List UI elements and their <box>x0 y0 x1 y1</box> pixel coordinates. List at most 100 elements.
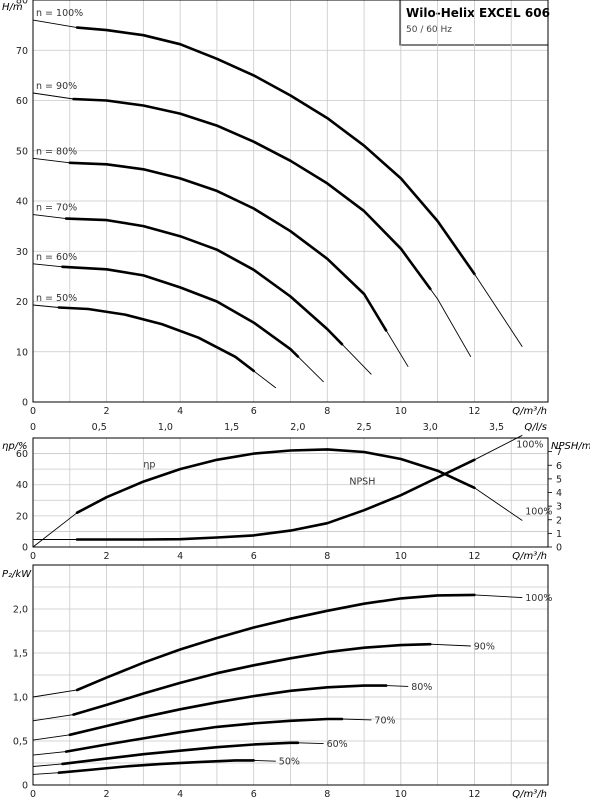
series-label: ηp <box>143 460 155 471</box>
panel-power: 0 0,5 1,0 1,5 2,0 0 2 4 6 8 10 12 P₂/kW Q/m³/h 100% 90%… <box>2 564 552 800</box>
series-line-operating <box>72 642 432 716</box>
secondary-x-tick-label: 3,0 <box>423 422 438 433</box>
series-line-thin <box>32 685 409 741</box>
series-line-operating <box>57 306 255 373</box>
series-1 <box>32 92 472 358</box>
secondary-x-tick-label: 2,0 <box>290 422 305 433</box>
y-axis-label: ηp/% <box>2 441 28 452</box>
series-2 <box>32 684 409 741</box>
series-2 <box>32 157 409 368</box>
y-tick-label: 10 <box>16 347 28 358</box>
y2-tick-label: 0 <box>556 543 562 554</box>
y-tick-label: 40 <box>16 197 28 208</box>
series-3 <box>32 717 372 756</box>
secondary-x-tick-label: 1,5 <box>224 422 239 433</box>
series-1 <box>33 434 523 541</box>
y2-tick-label: 1 <box>556 529 562 540</box>
y-tick-label: 0 <box>22 543 28 554</box>
series-line-operating <box>72 97 432 291</box>
series-line-thin <box>32 92 472 358</box>
plot-frame <box>32 0 549 403</box>
y2-tick-label: 6 <box>556 461 562 472</box>
x-tick-label: 2 <box>104 406 110 417</box>
series-line-thin <box>32 157 409 368</box>
series-line-operating <box>64 217 344 346</box>
x-axis-label: Q/m³/h <box>512 551 547 562</box>
x-tick-label: 6 <box>251 789 257 800</box>
series-0 <box>32 19 523 347</box>
x-tick-label: 6 <box>251 551 257 562</box>
series-label: n = 100% <box>36 8 83 19</box>
x-tick-label: 8 <box>324 406 330 417</box>
y-axis-label: P₂/kW <box>2 569 32 580</box>
y-tick-label: 20 <box>16 297 28 308</box>
y-tick-label: 60 <box>16 96 28 107</box>
series-line-operating <box>75 448 476 515</box>
series-line-thin <box>32 263 324 383</box>
series-0 <box>32 593 523 698</box>
series-3 <box>32 214 372 375</box>
secondary-x-tick-label: 3,5 <box>489 422 504 433</box>
x-tick-label: 12 <box>468 406 480 417</box>
y-tick-label: 40 <box>16 480 28 491</box>
x-axis-label: Q/m³/h <box>512 406 547 417</box>
series-label: NPSH <box>349 476 375 487</box>
y2-tick-label: 3 <box>556 502 562 513</box>
series-4 <box>32 741 324 767</box>
y-tick-label: 70 <box>16 46 28 57</box>
series-label: 60% <box>327 739 348 750</box>
secondary-x-tick-label: 0 <box>30 422 36 433</box>
y-tick-label: 1,5 <box>13 649 28 660</box>
y2-tick-label: 2 <box>556 515 562 526</box>
series-label: n = 70% <box>36 203 77 214</box>
x-tick-label: 4 <box>177 551 183 562</box>
chart-title: Wilo-Helix EXCEL 606 <box>406 6 550 20</box>
series-0 <box>32 448 523 548</box>
series-label: 90% <box>474 641 495 652</box>
x-tick-label: 10 <box>395 406 407 417</box>
series-label: n = 80% <box>36 146 77 157</box>
series-end-label: 100% <box>516 440 543 451</box>
series-end-label: 100% <box>525 507 552 518</box>
series-label: 80% <box>411 682 432 693</box>
title-frame <box>399 0 549 46</box>
x-tick-label: 2 <box>104 789 110 800</box>
x-tick-label: 0 <box>30 406 36 417</box>
x-tick-label: 6 <box>251 406 257 417</box>
series-line-operating <box>75 593 476 692</box>
y2-axis-label: NPSH/m <box>551 441 590 452</box>
series-line-operating <box>61 265 300 358</box>
series-line-operating <box>61 741 300 766</box>
x-tick-label: 0 <box>30 789 36 800</box>
x-tick-label: 4 <box>177 789 183 800</box>
y-tick-label: 30 <box>16 247 28 258</box>
secondary-x-tick-label: 1,0 <box>158 422 173 433</box>
x-tick-label: 4 <box>177 406 183 417</box>
x-tick-label: 10 <box>395 789 407 800</box>
series-label: n = 50% <box>36 293 77 304</box>
series-line-operating <box>64 717 344 753</box>
series-label: 70% <box>374 715 395 726</box>
y-tick-label: 60 <box>16 449 28 460</box>
series-line-operating <box>68 684 388 737</box>
y2-tick-label: 4 <box>556 488 562 499</box>
y2-tick-label: 7 <box>556 447 562 458</box>
y2-tick-label: 5 <box>556 474 562 485</box>
y-tick-label: 2,0 <box>13 605 28 616</box>
secondary-x-axis-label: Q/l/s <box>524 422 547 433</box>
series-label: n = 90% <box>36 81 77 92</box>
series-5 <box>32 304 277 389</box>
x-tick-label: 10 <box>395 551 407 562</box>
x-tick-label: 8 <box>324 789 330 800</box>
series-line-thin <box>32 643 471 722</box>
secondary-x-tick-label: 2,5 <box>357 422 372 433</box>
title-box: Wilo-Helix EXCEL 606 50 / 60 Hz <box>399 0 550 46</box>
series-1 <box>32 642 471 722</box>
x-tick-label: 12 <box>468 789 480 800</box>
series-line-operating <box>75 458 476 541</box>
series-4 <box>32 263 324 383</box>
x-tick-label: 12 <box>468 551 480 562</box>
series-line-operating <box>57 759 255 775</box>
